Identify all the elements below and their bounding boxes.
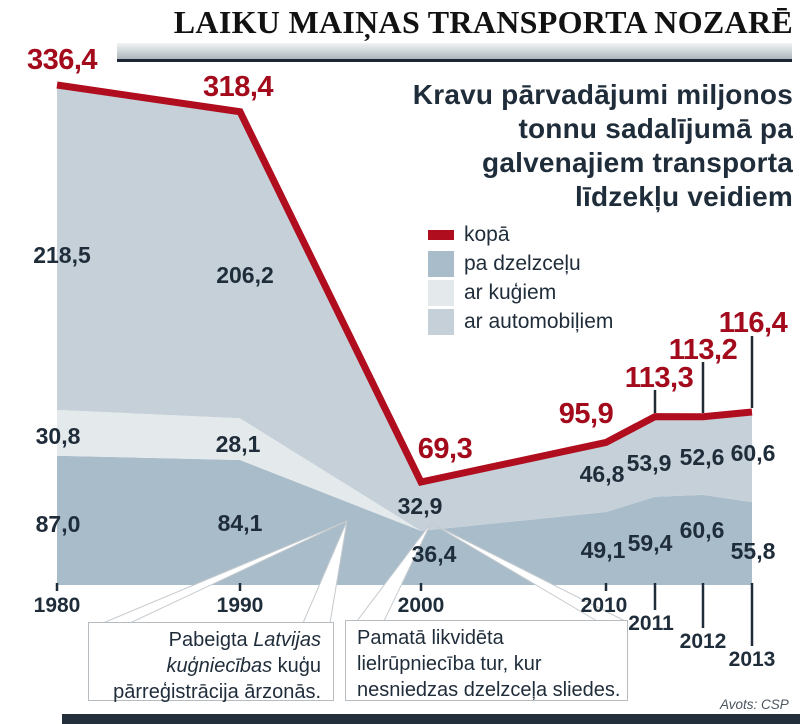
road-value-1980: 218,5 <box>33 242 91 268</box>
year-label-2013: 2013 <box>728 648 776 671</box>
total-value-2000: 69,3 <box>417 433 473 465</box>
road-value-2000: 32,9 <box>397 493 443 519</box>
footer-bar <box>62 714 800 724</box>
subtitle-line: tonnu sadalījumā pa <box>518 113 793 144</box>
year-label-1980: 1980 <box>33 594 81 617</box>
callout-line: kuģniecības kuģu <box>89 653 321 679</box>
rail-value-2011: 59,4 <box>627 530 673 556</box>
road-value-2012: 52,6 <box>679 444 725 470</box>
total-line-kopa <box>56 81 753 486</box>
year-label-2000: 2000 <box>397 594 445 617</box>
ships-value-1990: 28,1 <box>215 431 261 457</box>
callout-text: kuģu <box>272 655 321 677</box>
legend-label: kopā <box>464 222 510 246</box>
rail-value-2012: 60,6 <box>679 517 725 543</box>
total-value-2010: 95,9 <box>558 398 614 430</box>
rail-value-1990: 84,1 <box>217 510 263 536</box>
legend-swatch-total-line <box>428 229 455 240</box>
area-bands <box>57 85 752 585</box>
total-value-1980: 336,4 <box>26 44 98 76</box>
legend-swatch-rail <box>428 250 455 277</box>
total-value-1990: 318,4 <box>202 71 274 103</box>
total-value-2011: 113,3 <box>624 362 694 394</box>
callout-line: pārreģistrācija ārzonās. <box>113 681 321 703</box>
callout-line: Pamatā likvidēta <box>357 627 504 649</box>
chart-subtitle: Kravu pārvadājumi miljonos tonnu sadalīj… <box>323 78 793 214</box>
total-value-2012: 113,2 <box>668 334 738 366</box>
legend-swatch-road <box>428 308 455 335</box>
legend-swatch-ships <box>428 279 455 306</box>
source-credit: Avots: CSP <box>720 697 789 712</box>
year-label-1990: 1990 <box>216 594 264 617</box>
year-label-2010: 2010 <box>580 594 628 617</box>
road-value-2011: 53,9 <box>626 450 672 476</box>
total-line-group <box>56 81 753 486</box>
callout-line: nesniedzas dzelzceļa sliedes. <box>357 679 621 701</box>
legend-item-road: ar automobiļiem <box>428 307 613 336</box>
callout-line: lielrūpniecība tur, kur <box>357 653 542 675</box>
value-leaders <box>653 336 754 413</box>
callout-box-ships: Pabeigta Latvijas kuģniecības kuģu pārre… <box>88 622 334 703</box>
band-ar-kugiem <box>57 409 752 531</box>
callout-box-industry: Pamatā likvidēta lielrūpniecība tur, kur… <box>345 620 628 701</box>
legend-item-ships: ar kuģiem <box>428 278 613 307</box>
road-value-2010: 46,8 <box>579 461 625 487</box>
callout-line: Pabeigta Latvijas <box>89 627 321 653</box>
year-label-2011: 2011 <box>628 612 674 635</box>
legend-item-rail: pa dzelzceļu <box>428 249 613 278</box>
legend-label: pa dzelzceļu <box>464 251 581 275</box>
callout-wedges <box>102 520 626 624</box>
legend-label: ar kuģiem <box>464 280 557 304</box>
rail-value-2010: 49,1 <box>580 537 626 563</box>
callout-text-italic: Latvijas <box>253 629 321 651</box>
callout-text: Pabeigta <box>168 629 254 651</box>
rail-value-2013: 55,8 <box>730 538 776 564</box>
total-value-2013: 116,4 <box>718 307 788 339</box>
road-value-1990: 206,2 <box>216 262 274 288</box>
subtitle-line: līdzekļu veidiem <box>575 181 793 212</box>
callout-text-italic: kuģniecības <box>166 655 273 677</box>
band-pa-dzelzcelu <box>57 455 752 585</box>
axis-ticks <box>55 583 754 646</box>
legend-item-kopa: kopā <box>428 220 613 249</box>
subtitle-line: Kravu pārvadājumi miljonos <box>412 79 793 110</box>
legend-label: ar automobiļiem <box>464 309 614 333</box>
year-label-2012: 2012 <box>679 630 727 653</box>
rail-value-1980: 87,0 <box>35 511 81 537</box>
band-ar-automobiliem <box>57 85 752 531</box>
subtitle-line: galvenajiem transporta <box>482 147 793 178</box>
rail-value-2000: 36,4 <box>411 541 457 567</box>
ships-value-1980: 30,8 <box>35 423 81 449</box>
masthead-title: LAIKU MAIŅAS TRANSPORTA NOZARĒ <box>173 4 793 40</box>
legend: kopā pa dzelzceļu ar kuģiem ar automobiļ… <box>428 220 613 336</box>
masthead-strip <box>117 43 792 62</box>
road-value-2013: 60,6 <box>730 440 776 466</box>
